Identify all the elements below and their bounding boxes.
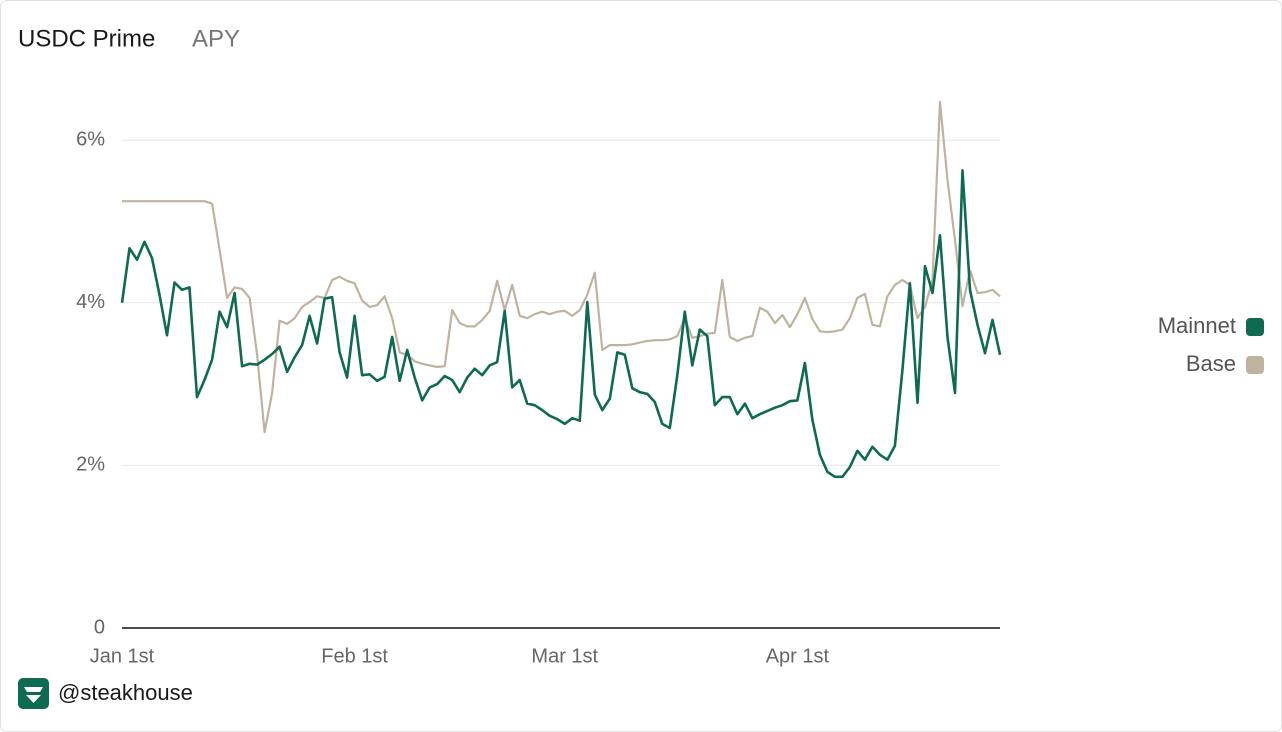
y-tick-label: 2% — [76, 454, 105, 476]
x-tick-label: Feb 1st — [321, 645, 388, 667]
legend-label: Mainnet — [1158, 313, 1236, 338]
chart-subtitle: APY — [192, 25, 240, 52]
chart-title: USDC Prime — [18, 25, 155, 52]
line-series — [120, 169, 1002, 479]
legend-label: Base — [1186, 351, 1236, 376]
line-series — [122, 100, 1001, 434]
y-tick-label: 6% — [76, 128, 105, 150]
footer-handle: @steakhouse — [58, 680, 193, 705]
y-tick-label: 0 — [94, 616, 105, 638]
x-tick-label: Jan 1st — [90, 645, 155, 667]
y-tick-label: 4% — [76, 291, 105, 313]
legend-swatch — [1246, 318, 1264, 336]
x-tick-label: Mar 1st — [531, 645, 598, 667]
footer-logo — [18, 678, 49, 709]
x-tick-label: Apr 1st — [766, 645, 830, 667]
legend-swatch — [1246, 356, 1264, 374]
